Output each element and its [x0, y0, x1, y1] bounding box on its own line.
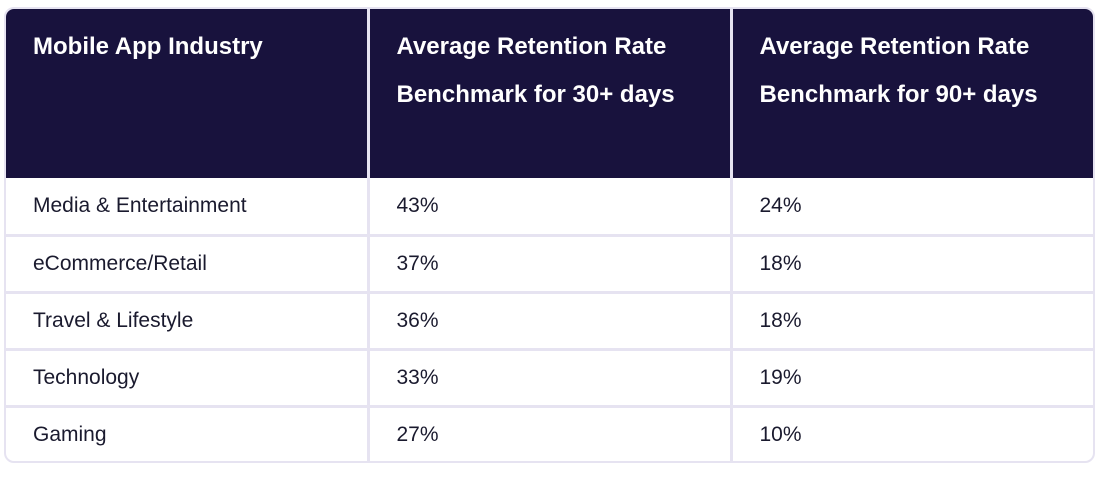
retention-30-cell: 37%	[368, 233, 733, 292]
header-industry: Mobile App Industry	[6, 9, 370, 178]
retention-90-cell: 18%	[731, 290, 1093, 349]
table-row: Gaming 27% 10%	[6, 404, 1093, 461]
industry-cell: Technology	[6, 347, 370, 406]
industry-cell: eCommerce/Retail	[6, 233, 370, 292]
retention-30-cell: 27%	[368, 404, 733, 461]
retention-90-cell: 19%	[731, 347, 1093, 406]
table-row: Technology 33% 19%	[6, 347, 1093, 406]
table-row: Media & Entertainment 43% 24%	[6, 178, 1093, 235]
industry-cell: Gaming	[6, 404, 370, 461]
header-row: Mobile App Industry Average Retention Ra…	[6, 9, 1093, 178]
retention-30-cell: 36%	[368, 290, 733, 349]
header-30-days: Average Retention Rate Benchmark for 30+…	[368, 9, 733, 178]
header-90-days: Average Retention Rate Benchmark for 90+…	[731, 9, 1093, 178]
retention-table: Mobile App Industry Average Retention Ra…	[4, 7, 1095, 463]
benchmark-table: Mobile App Industry Average Retention Ra…	[6, 9, 1093, 461]
industry-cell: Travel & Lifestyle	[6, 290, 370, 349]
retention-90-cell: 18%	[731, 233, 1093, 292]
retention-30-cell: 33%	[368, 347, 733, 406]
retention-90-cell: 24%	[759, 193, 802, 217]
retention-90-cell: 10%	[731, 404, 1093, 461]
retention-30-cell: 43%	[368, 178, 733, 235]
table-row: Travel & Lifestyle 36% 18%	[6, 290, 1093, 349]
industry-cell: Media & Entertainment	[6, 178, 370, 235]
table-row: eCommerce/Retail 37% 18%	[6, 233, 1093, 292]
